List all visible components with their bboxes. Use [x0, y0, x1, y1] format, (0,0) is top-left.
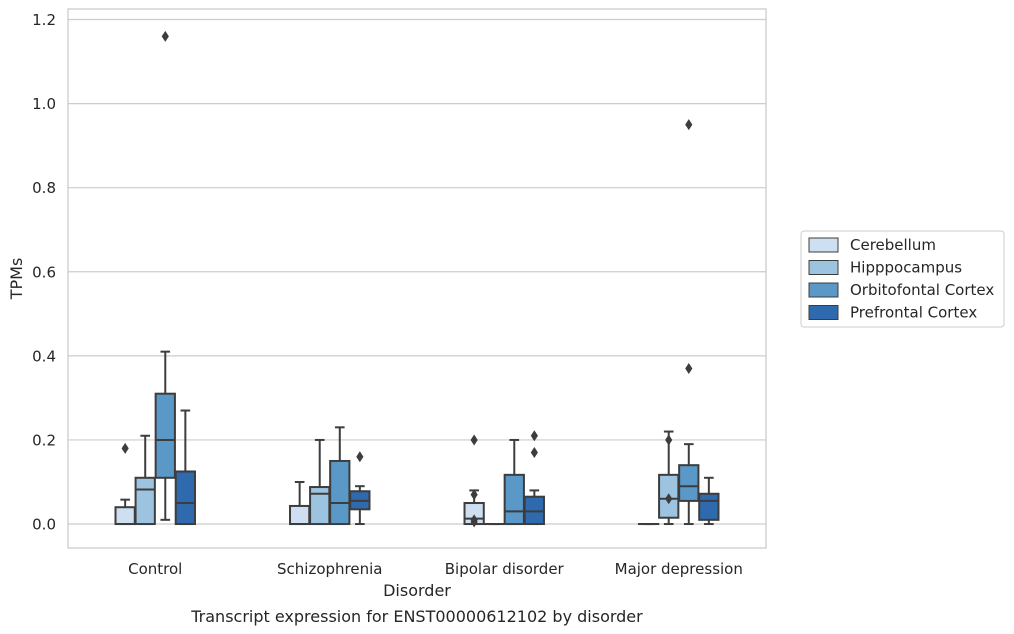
chart-caption: Transcript expression for ENST0000061210…	[190, 607, 643, 626]
box-body	[503, 473, 525, 526]
box-0-0	[114, 442, 136, 526]
outlier-point	[470, 516, 478, 528]
boxes	[114, 30, 720, 528]
x-tick-label: Control	[128, 560, 182, 578]
box-body	[174, 470, 196, 526]
box-3-3	[698, 476, 720, 526]
box-body	[678, 464, 700, 502]
box-3-2	[678, 119, 700, 526]
box-body	[329, 459, 351, 526]
outlier-point	[665, 434, 673, 446]
box-body	[523, 495, 545, 526]
outlier-point	[121, 442, 129, 454]
box-body	[698, 492, 720, 521]
outlier-point	[470, 489, 478, 501]
x-tick-label: Bipolar disorder	[445, 560, 565, 578]
legend-swatch	[808, 237, 839, 253]
box-body	[289, 504, 311, 526]
y-tick-labels: 0.0 0.2 0.4 0.6 0.8 1.0 1.2	[32, 11, 56, 534]
box-1-2	[329, 426, 351, 526]
y-tick-label: 0.4	[32, 347, 56, 365]
legend-frame	[800, 230, 1005, 328]
box-1-3	[349, 451, 371, 526]
box-body	[154, 392, 176, 479]
outlier-point	[685, 362, 693, 374]
box-0-2	[154, 30, 176, 521]
box-2-0	[463, 434, 485, 528]
y-tick-label: 1.0	[32, 95, 56, 113]
y-tick-label: 0.2	[32, 431, 56, 449]
y-tick-label: 0.8	[32, 179, 56, 197]
plot-frame	[67, 8, 767, 549]
legend-label: Hipppocampus	[850, 259, 962, 277]
x-tick-labels: Control Schizophrenia Bipolar disorder Majo…	[128, 560, 743, 578]
x-axis-label: Disorder	[383, 581, 451, 600]
box-0-3	[174, 409, 196, 526]
outlier-point	[685, 119, 693, 131]
legend-label: Cerebellum	[850, 236, 936, 254]
legend-swatch	[808, 282, 839, 298]
box-0-1	[134, 434, 156, 526]
y-tick-label: 1.2	[32, 11, 56, 29]
box-body	[309, 486, 331, 526]
y-tick-label: 0.6	[32, 263, 56, 281]
legend-swatch	[808, 260, 839, 275]
outlier-point	[530, 447, 538, 459]
outlier-point	[665, 493, 673, 505]
box-body	[134, 476, 156, 526]
legend-swatch	[808, 305, 839, 320]
outlier-point	[470, 434, 478, 446]
box-1-0	[289, 480, 311, 526]
legend-label: Orbitofontal Cortex	[850, 281, 994, 299]
legend-label: Prefrontal Cortex	[850, 304, 977, 322]
legend: Cerebellum Hipppocampus Orbitofontal Corte…	[800, 230, 1005, 328]
y-tick-label: 0.0	[32, 516, 56, 534]
outlier-point	[161, 30, 169, 42]
y-axis-label: TPMs	[7, 258, 26, 301]
outlier-point	[530, 430, 538, 442]
box-body	[114, 506, 136, 526]
box-2-3	[523, 430, 545, 526]
x-tick-label: Schizophrenia	[277, 560, 382, 578]
x-tick-label: Major depression	[615, 560, 743, 578]
outlier-point	[356, 451, 364, 463]
